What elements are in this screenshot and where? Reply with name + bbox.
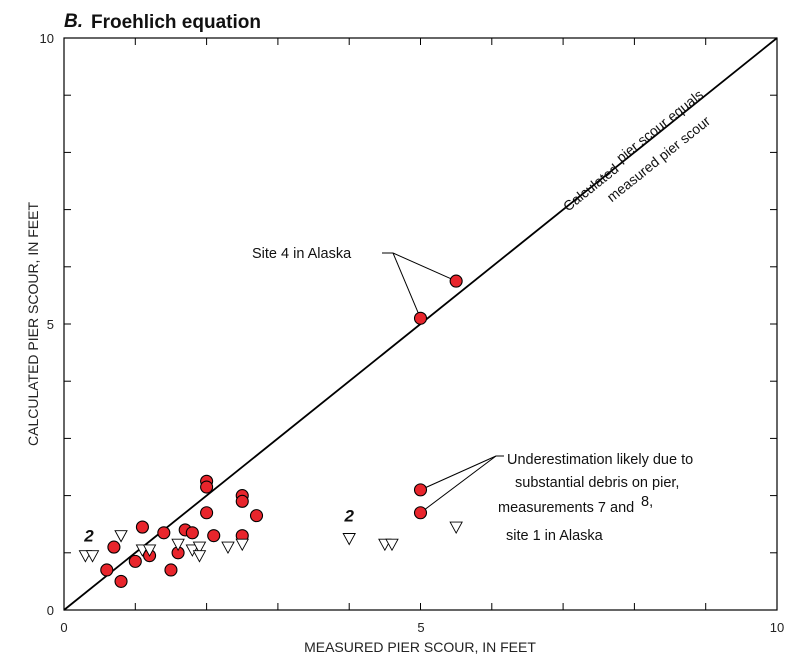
data-point-circle bbox=[128, 554, 142, 568]
data-point-triangle bbox=[449, 521, 463, 534]
data-point-triangle bbox=[235, 538, 250, 552]
data-point-circle bbox=[413, 506, 428, 520]
annotation-underestimation: Underestimation likely due to substantia… bbox=[498, 452, 693, 544]
annotation-site4: Site 4 in Alaska bbox=[252, 246, 352, 262]
data-point-triangle bbox=[221, 541, 235, 555]
y-tick-label-10: 10 bbox=[40, 31, 54, 46]
annotation-leaders bbox=[382, 252, 504, 514]
panel-heading: B. Froehlich equation bbox=[64, 11, 261, 33]
x-tick-label-10: 10 bbox=[770, 620, 784, 635]
data-point-circle bbox=[207, 529, 221, 543]
data-point-circle bbox=[157, 526, 171, 540]
data-point-circle bbox=[114, 574, 128, 588]
annotation-line: 8, bbox=[641, 494, 653, 510]
data-point-triangle bbox=[385, 538, 399, 552]
data-point-circle bbox=[164, 563, 178, 577]
data-point-circle bbox=[413, 483, 428, 497]
data-point-circle bbox=[200, 480, 214, 494]
data-point-triangle bbox=[192, 550, 207, 563]
annotation-line: site 1 in Alaska bbox=[506, 528, 604, 544]
data-point-circle bbox=[107, 540, 121, 554]
leader-line bbox=[392, 252, 457, 282]
leader-line bbox=[392, 252, 421, 319]
annotation-line: measurements 7 and bbox=[498, 500, 634, 516]
data-point-circle bbox=[185, 526, 199, 540]
chart-title: Froehlich equation bbox=[91, 12, 261, 33]
data-point-triangle bbox=[85, 550, 100, 563]
data-point-triangle bbox=[114, 530, 128, 543]
data-point-circle bbox=[249, 509, 264, 523]
data-point-circle bbox=[100, 563, 114, 577]
data-point-triangle bbox=[342, 533, 356, 546]
data-point-circle bbox=[135, 520, 149, 534]
axis-ticks bbox=[64, 38, 777, 610]
panel-letter: B. bbox=[64, 11, 83, 32]
y-tick-label-0: 0 bbox=[47, 603, 54, 618]
x-tick-label-5: 5 bbox=[417, 620, 424, 635]
leader-line bbox=[420, 455, 497, 491]
overlap-count-label: 2 bbox=[343, 506, 354, 525]
data-point-circle bbox=[200, 506, 214, 520]
data-points bbox=[78, 274, 463, 588]
data-point-triangle bbox=[142, 544, 157, 557]
y-axis-title: CALCULATED PIER SCOUR, IN FEET bbox=[25, 202, 41, 446]
leader-line bbox=[420, 455, 497, 514]
x-axis-title: MEASURED PIER SCOUR, IN FEET bbox=[304, 639, 536, 655]
overlap-count-label: 2 bbox=[83, 526, 94, 545]
annotation-line: Underestimation likely due to bbox=[507, 452, 693, 468]
data-point-circle bbox=[235, 494, 249, 508]
equality-line-label: Calculated pier scour equals measured pi… bbox=[560, 86, 714, 214]
data-point-triangle bbox=[192, 541, 207, 555]
data-point-triangle bbox=[171, 538, 185, 552]
data-point-circle bbox=[413, 311, 428, 325]
x-tick-label-0: 0 bbox=[60, 620, 67, 635]
annotation-line: substantial debris on pier, bbox=[515, 475, 679, 491]
y-tick-label-5: 5 bbox=[47, 317, 54, 332]
data-point-circle bbox=[449, 274, 463, 288]
